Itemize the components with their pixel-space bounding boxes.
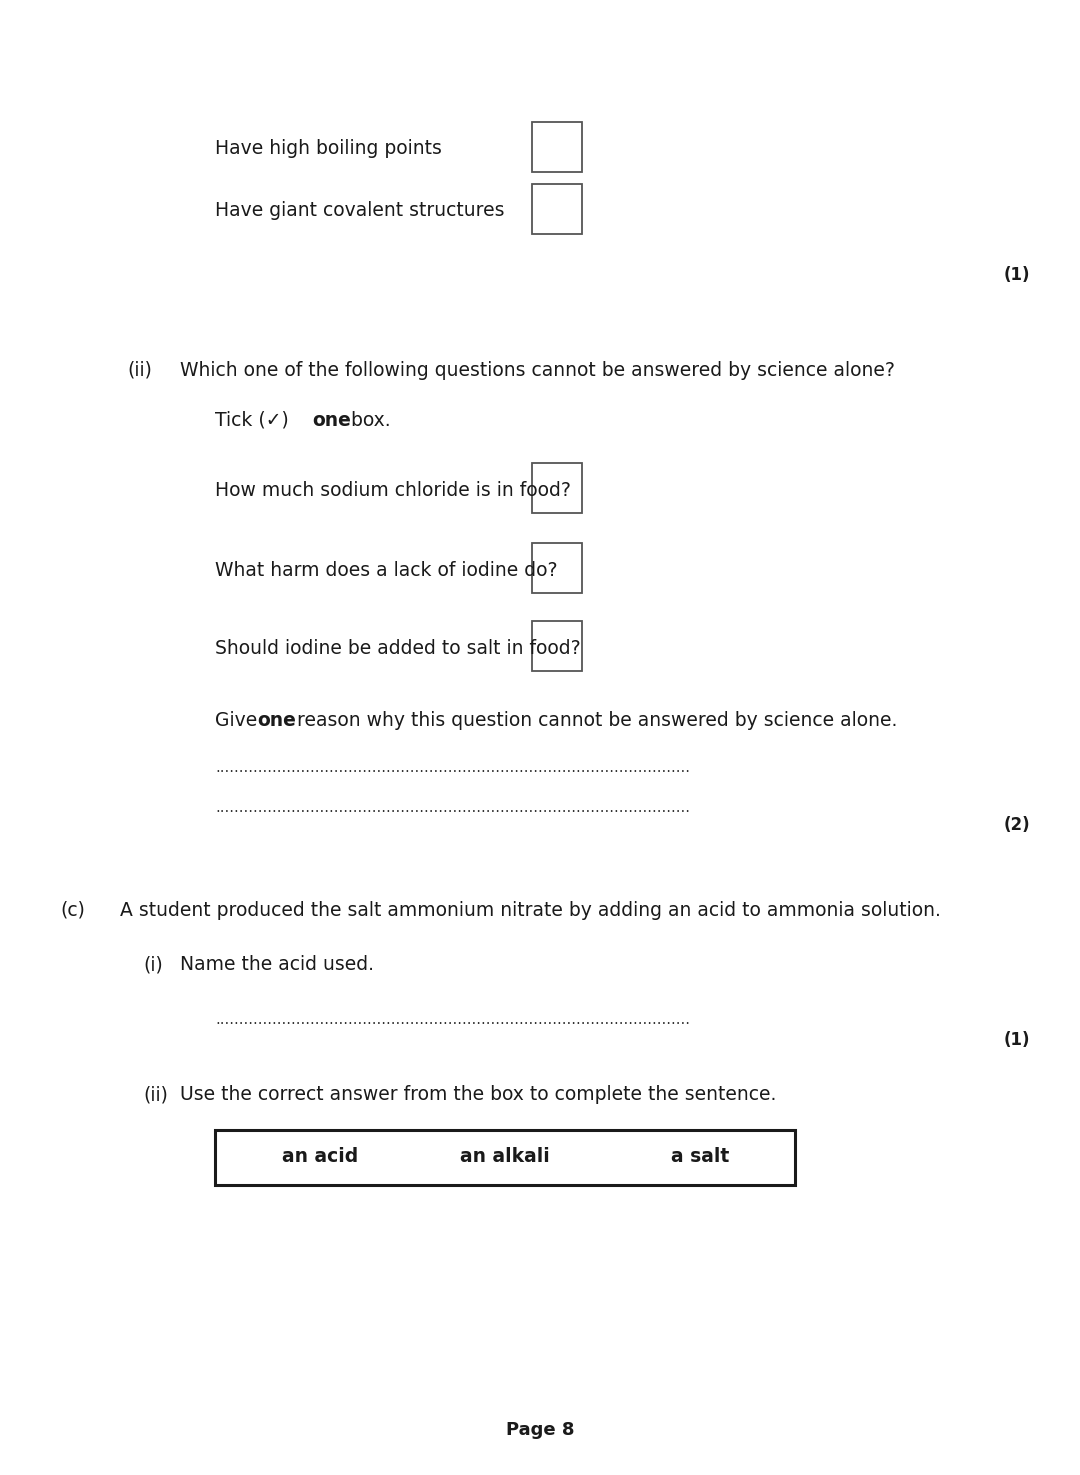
Text: Name the acid used.: Name the acid used. [180, 956, 374, 975]
Text: A student produced the salt ammonium nitrate by adding an acid to ammonia soluti: A student produced the salt ammonium nit… [120, 901, 941, 919]
Text: ................................................................................: ........................................… [215, 801, 690, 816]
Text: (ii): (ii) [143, 1086, 167, 1105]
Text: What harm does a lack of iodine do?: What harm does a lack of iodine do? [215, 560, 557, 580]
Text: Which one of the following questions cannot be answered by science alone?: Which one of the following questions can… [180, 360, 895, 379]
Text: an acid: an acid [282, 1148, 359, 1167]
Text: a salt: a salt [671, 1148, 729, 1167]
Text: (ii): (ii) [127, 360, 152, 379]
Text: Have high boiling points: Have high boiling points [215, 139, 442, 158]
Text: Should iodine be added to salt in food?: Should iodine be added to salt in food? [215, 639, 581, 658]
Text: one: one [257, 711, 296, 730]
Text: Use the correct answer from the box to complete the sentence.: Use the correct answer from the box to c… [180, 1086, 777, 1105]
Text: (2): (2) [1003, 816, 1030, 833]
Text: ................................................................................: ........................................… [215, 761, 690, 776]
Bar [532, 463, 582, 513]
Bar [532, 621, 582, 671]
Text: (1): (1) [1003, 1031, 1030, 1049]
Bar [532, 543, 582, 593]
Text: (i): (i) [143, 956, 163, 975]
Text: an alkali: an alkali [460, 1148, 550, 1167]
Text: reason why this question cannot be answered by science alone.: reason why this question cannot be answe… [291, 711, 897, 730]
Text: Page 8: Page 8 [505, 1420, 575, 1440]
Text: (c): (c) [60, 901, 85, 919]
Text: one: one [312, 410, 351, 429]
Text: box.: box. [345, 410, 391, 429]
Bar [215, 1130, 795, 1184]
Text: Tick (✓): Tick (✓) [215, 410, 295, 429]
Bar [532, 184, 582, 235]
Bar [532, 122, 582, 173]
Text: Have giant covalent structures: Have giant covalent structures [215, 201, 504, 220]
Text: How much sodium chloride is in food?: How much sodium chloride is in food? [215, 481, 571, 500]
Text: Give: Give [215, 711, 264, 730]
Text: ................................................................................: ........................................… [215, 1012, 690, 1028]
Text: (1): (1) [1003, 266, 1030, 285]
